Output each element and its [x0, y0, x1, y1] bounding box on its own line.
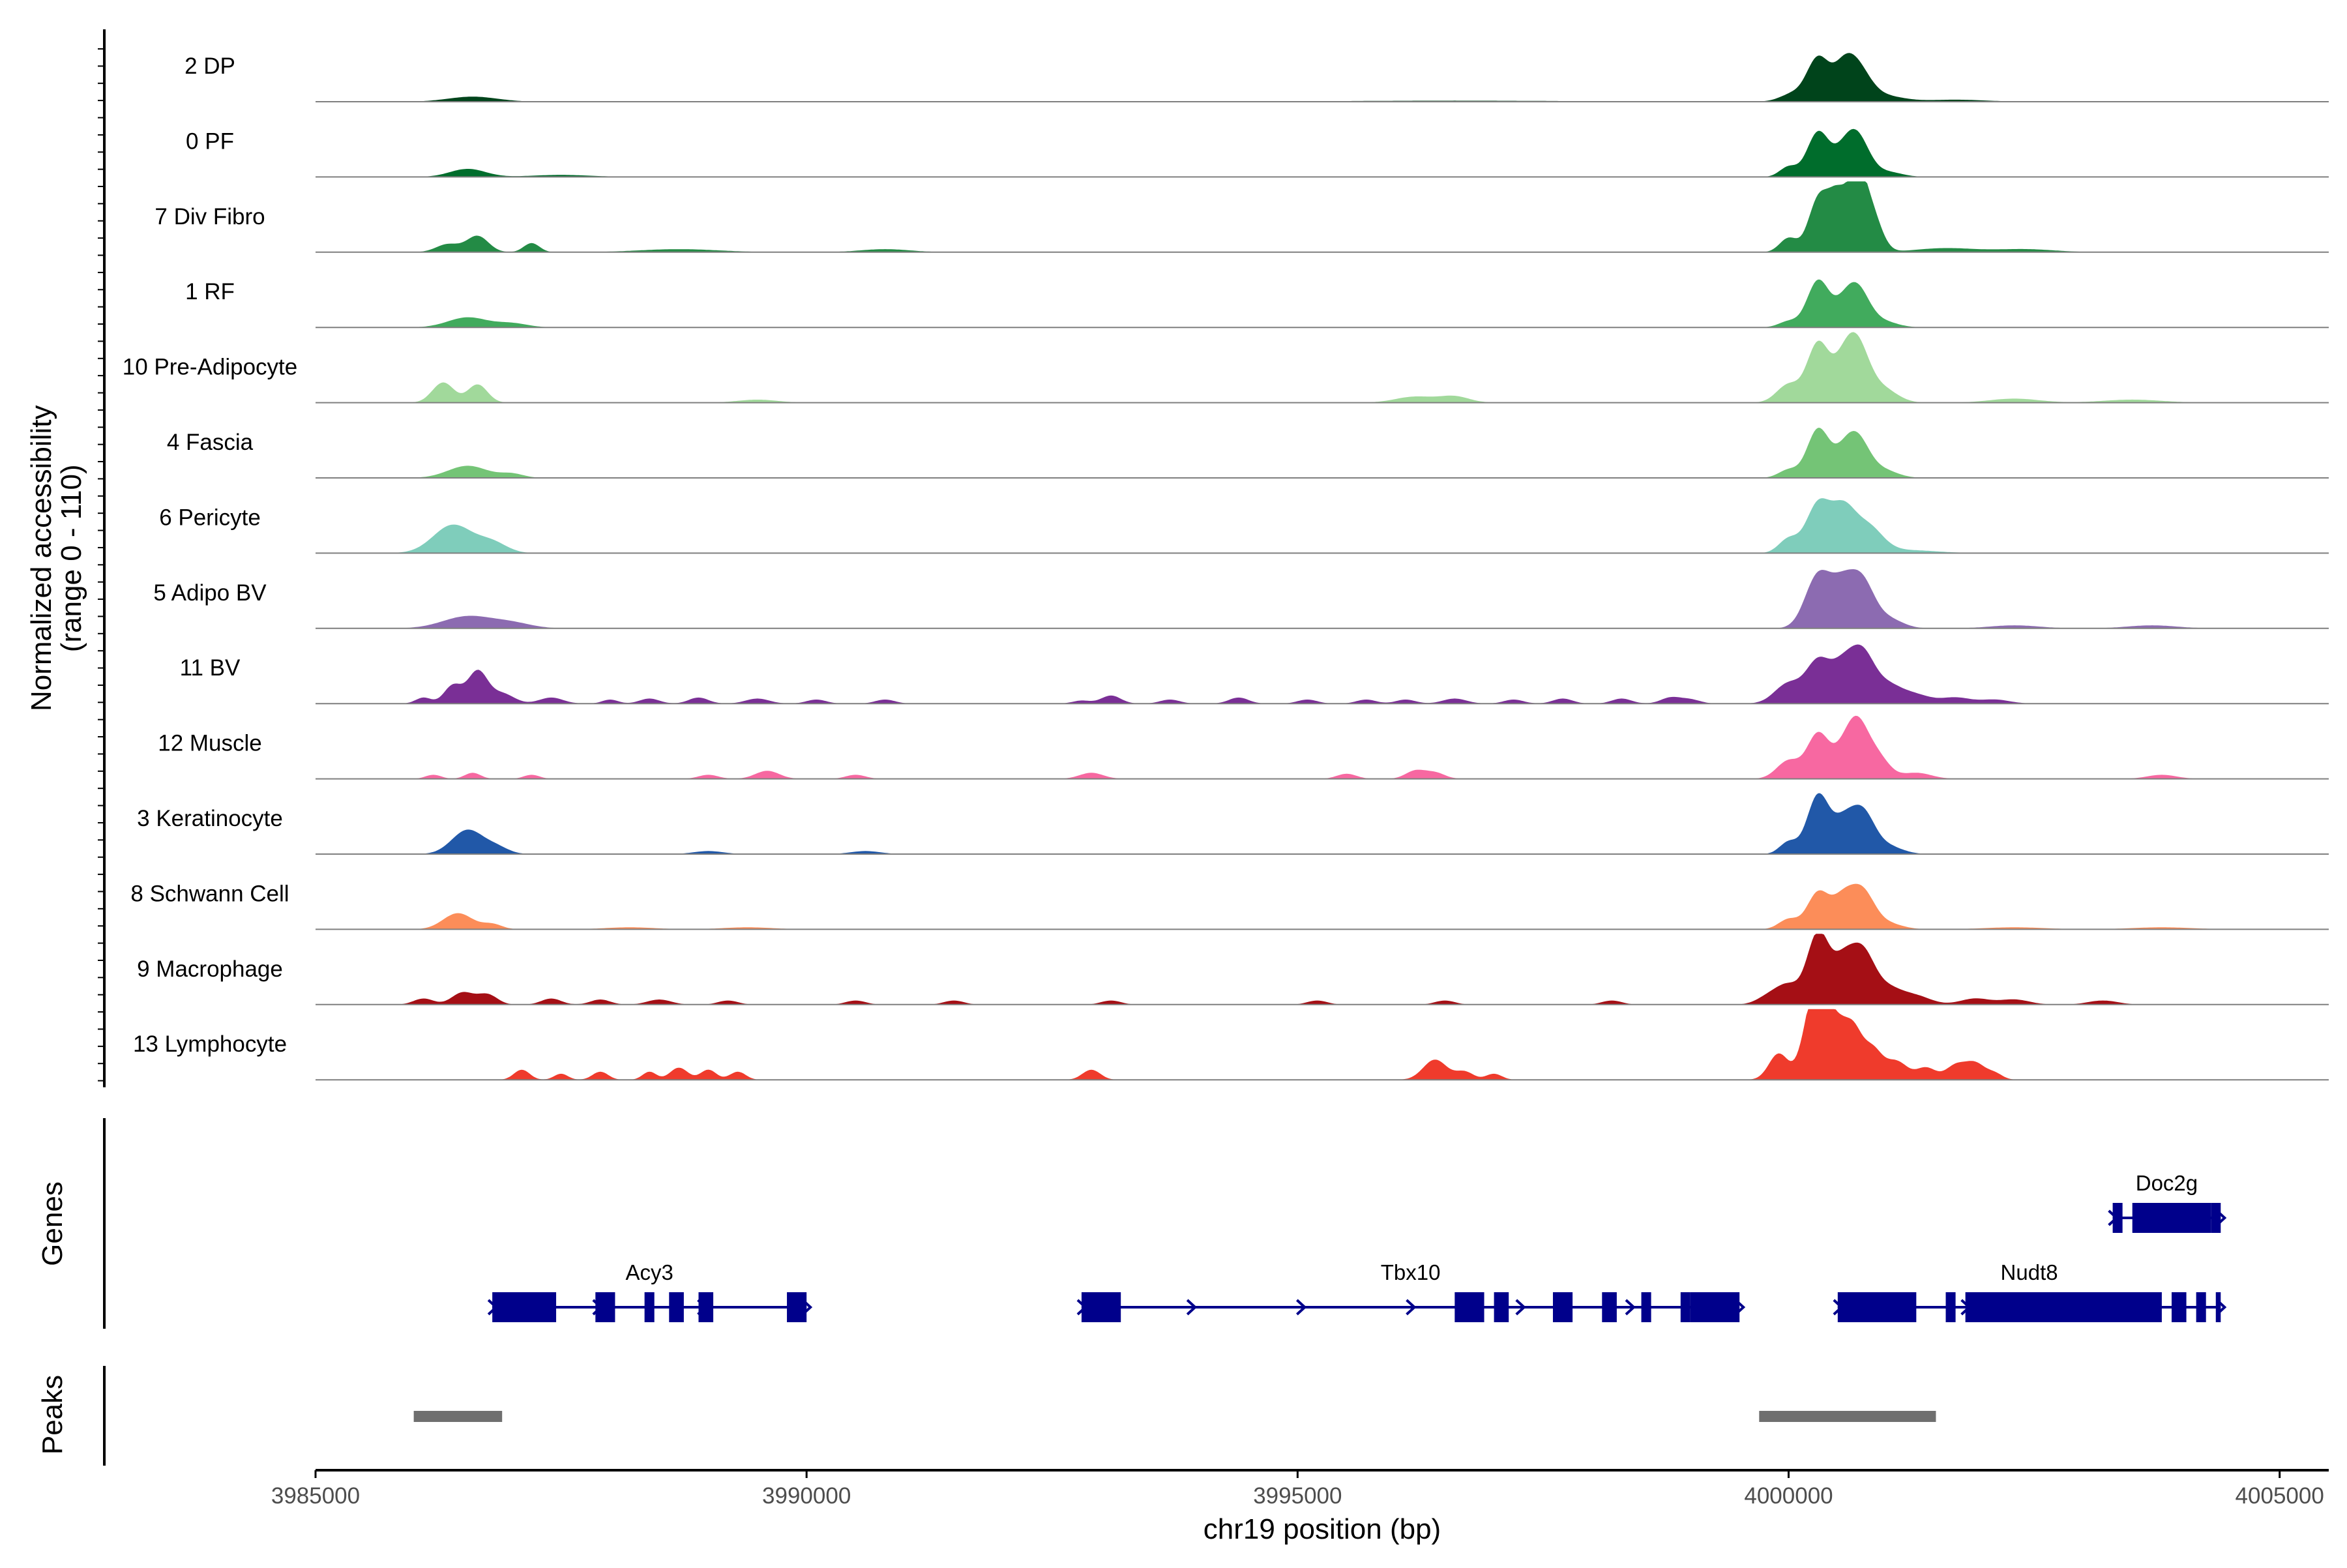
track-label: 6 Pericyte [159, 505, 261, 530]
gene-exon [1641, 1292, 1651, 1322]
track-10: 12 Muscle [158, 715, 2329, 780]
gene-track: Acy3 Tbx10 Nudt8 Doc2g [487, 1171, 2227, 1322]
peak-region [413, 1411, 503, 1422]
x-tick-label: 3995000 [1253, 1483, 1342, 1509]
gene-exon [1454, 1292, 1484, 1322]
track-7: 6 Pericyte [159, 498, 2329, 554]
y-axis-label-range: (range 0 - 110) [55, 464, 87, 652]
gene-exon [1081, 1292, 1121, 1322]
gene-label: Doc2g [2136, 1171, 2198, 1195]
accessibility-tracks: 2 DP 0 PF 7 Div Fibro 1 RF 10 Pre-Adipocyte 4… [123, 53, 2329, 1081]
track-area [316, 428, 2280, 478]
gene-exon [2215, 1292, 2221, 1322]
gene-exon [595, 1292, 615, 1322]
peak-region [1759, 1411, 1936, 1422]
gene-exon [1690, 1292, 1740, 1322]
track-label: 4 Fascia [167, 430, 254, 455]
gene-exon [644, 1292, 655, 1322]
gene-exon [787, 1292, 807, 1322]
gene-doc2g: Doc2g [2108, 1171, 2227, 1233]
track-label: 12 Muscle [158, 731, 262, 756]
gene-nudt8: Nudt8 [1833, 1260, 2227, 1322]
x-axis-ticks: 3985000 3990000 3995000 4000000 4005000 [271, 1470, 2324, 1509]
gene-exon [1680, 1292, 1690, 1322]
strand-chevron [1186, 1299, 1198, 1316]
gene-exon [2196, 1292, 2206, 1322]
track-6: 4 Fascia [167, 428, 2329, 479]
gene-exon [2211, 1203, 2221, 1233]
track-11: 3 Keratinocyte [137, 793, 2329, 855]
gene-exon [1494, 1292, 1509, 1322]
track-4: 1 RF [185, 279, 2329, 329]
track-label: 13 Lymphocyte [133, 1031, 287, 1057]
x-tick-label: 4005000 [2236, 1483, 2324, 1509]
x-tick-label: 3985000 [271, 1483, 360, 1509]
track-8: 5 Adipo BV [153, 569, 2329, 629]
peaks-panel-label: Peaks [37, 1375, 68, 1455]
gene-label: Tbx10 [1381, 1260, 1441, 1284]
track-9: 11 BV [180, 644, 2329, 705]
track-label: 2 DP [185, 53, 235, 79]
axes: 3985000 3990000 3995000 4000000 4005000 [98, 29, 2329, 1509]
gene-exon [1837, 1292, 1917, 1322]
track-label: 11 BV [180, 655, 241, 681]
track-label: 10 Pre-Adipocyte [123, 355, 297, 380]
gene-exon [1965, 1292, 2162, 1322]
track-area [316, 934, 2280, 1005]
gene-exon [1552, 1292, 1573, 1322]
track-area [316, 569, 2280, 629]
track-label: 1 RF [185, 279, 235, 304]
gene-exon [669, 1292, 684, 1322]
track-2: 0 PF [186, 128, 2329, 178]
track-label: 5 Adipo BV [153, 580, 267, 606]
track-area [316, 279, 2280, 328]
strand-chevron [1625, 1299, 1636, 1316]
gene-label: Nudt8 [2001, 1260, 2058, 1284]
y-axis-label: Normalized accessibility [25, 406, 57, 711]
genes-panel-label: Genes [37, 1181, 68, 1266]
track-14: 13 Lymphocyte [133, 1009, 2329, 1081]
track-1: 2 DP [185, 53, 2329, 102]
strand-chevron [1515, 1299, 1526, 1316]
track-area [316, 332, 2280, 403]
x-tick-label: 3990000 [762, 1483, 851, 1509]
track-3: 7 Div Fibro [155, 181, 2329, 253]
track-label: 9 Macrophage [137, 956, 283, 982]
track-area [316, 498, 2280, 554]
gene-label: Acy3 [625, 1260, 673, 1284]
gene-exon [698, 1292, 714, 1322]
track-label: 8 Schwann Cell [130, 881, 289, 906]
strand-chevron [1406, 1299, 1417, 1316]
x-tick-label: 4000000 [1744, 1483, 1833, 1509]
track-label: 3 Keratinocyte [137, 806, 283, 831]
gene-tbx10: Tbx10 [1076, 1260, 1746, 1322]
gene-acy3: Acy3 [487, 1260, 813, 1322]
gene-exon [1602, 1292, 1617, 1322]
x-axis-label: chr19 position (bp) [1203, 1513, 1441, 1545]
track-area [316, 644, 2280, 704]
track-5: 10 Pre-Adipocyte [123, 332, 2329, 404]
gene-exon [492, 1292, 557, 1322]
gene-exon [2112, 1203, 2123, 1233]
track-area [316, 1009, 2280, 1080]
track-label: 7 Div Fibro [155, 204, 265, 229]
gene-exon [1945, 1292, 1956, 1322]
peak-track [413, 1411, 1936, 1422]
track-area [316, 715, 2280, 779]
gene-exon [2132, 1203, 2211, 1233]
track-label: 0 PF [186, 128, 234, 154]
track-12: 8 Schwann Cell [130, 881, 2329, 930]
y-axis-ticks [98, 48, 104, 1082]
track-13: 9 Macrophage [137, 934, 2329, 1005]
gene-exon [2171, 1292, 2187, 1322]
strand-chevron [1296, 1299, 1307, 1316]
